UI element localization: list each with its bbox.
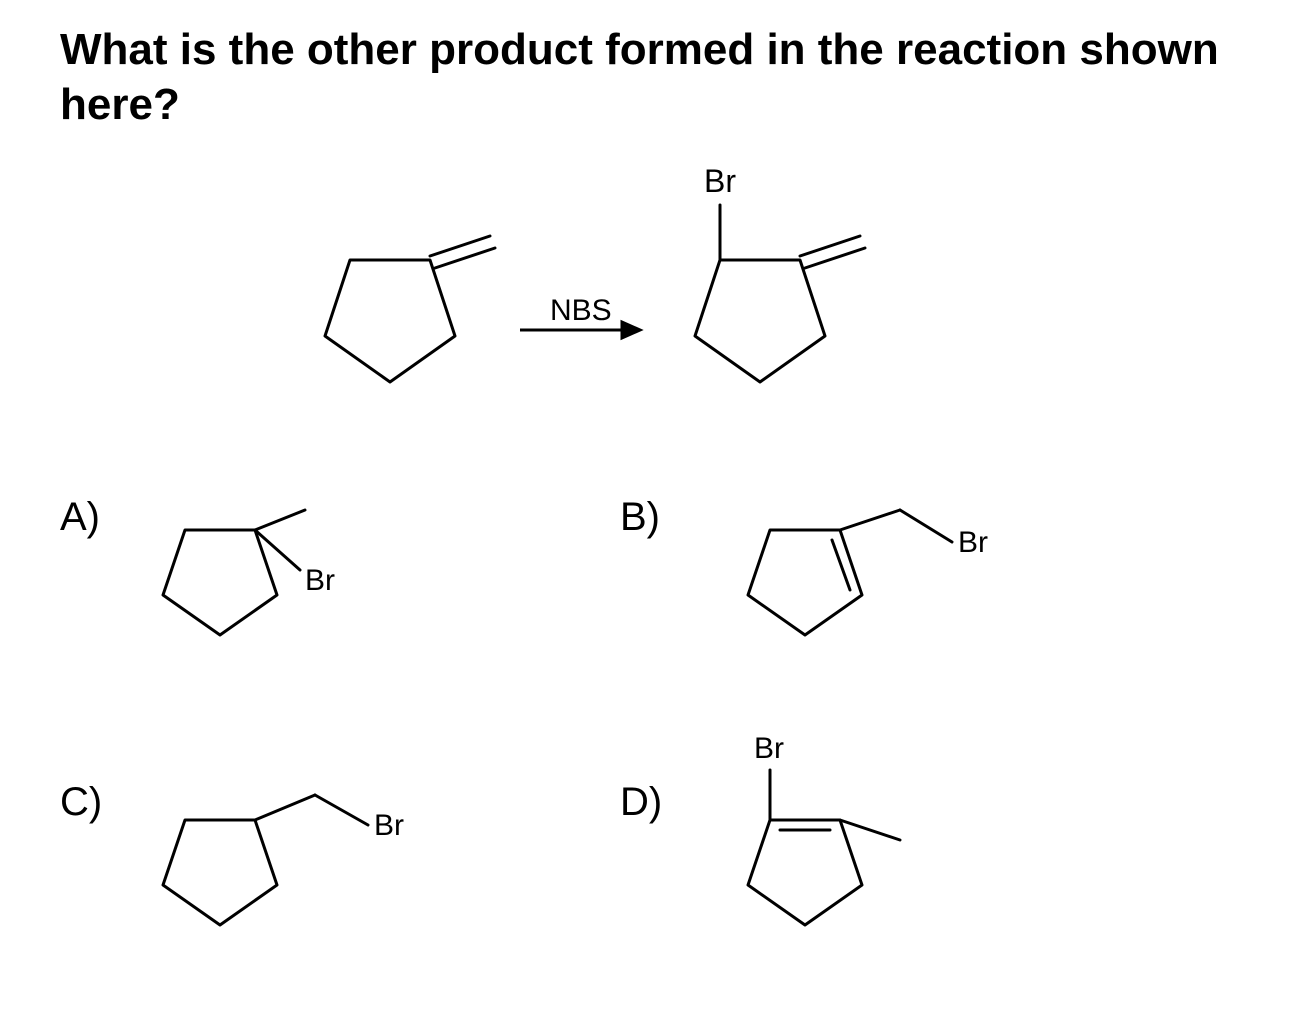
page: What is the other product formed in the … xyxy=(0,0,1306,1032)
product-structure xyxy=(695,205,865,382)
option-a-br: Br xyxy=(305,564,335,597)
option-d-structure: Br xyxy=(700,710,1000,940)
options-area: A) Br B) Br xyxy=(60,480,1240,1000)
option-b-label: B) xyxy=(620,495,660,540)
option-c-br: Br xyxy=(374,809,404,842)
option-d-label: D) xyxy=(620,780,662,825)
option-a-label: A) xyxy=(60,495,100,540)
option-b-br: Br xyxy=(958,526,988,559)
reaction-scheme: NBS Br xyxy=(260,150,960,450)
question-text: What is the other product formed in the … xyxy=(60,22,1240,132)
option-b-structure: Br xyxy=(700,480,1040,660)
option-d-br: Br xyxy=(754,732,784,765)
product-br-label: Br xyxy=(704,163,736,199)
option-c-structure: Br xyxy=(130,760,450,940)
reactant-structure xyxy=(325,236,495,382)
reagent-label: NBS xyxy=(550,294,612,327)
option-c-label: C) xyxy=(60,780,102,825)
option-a-structure: Br xyxy=(130,480,390,650)
